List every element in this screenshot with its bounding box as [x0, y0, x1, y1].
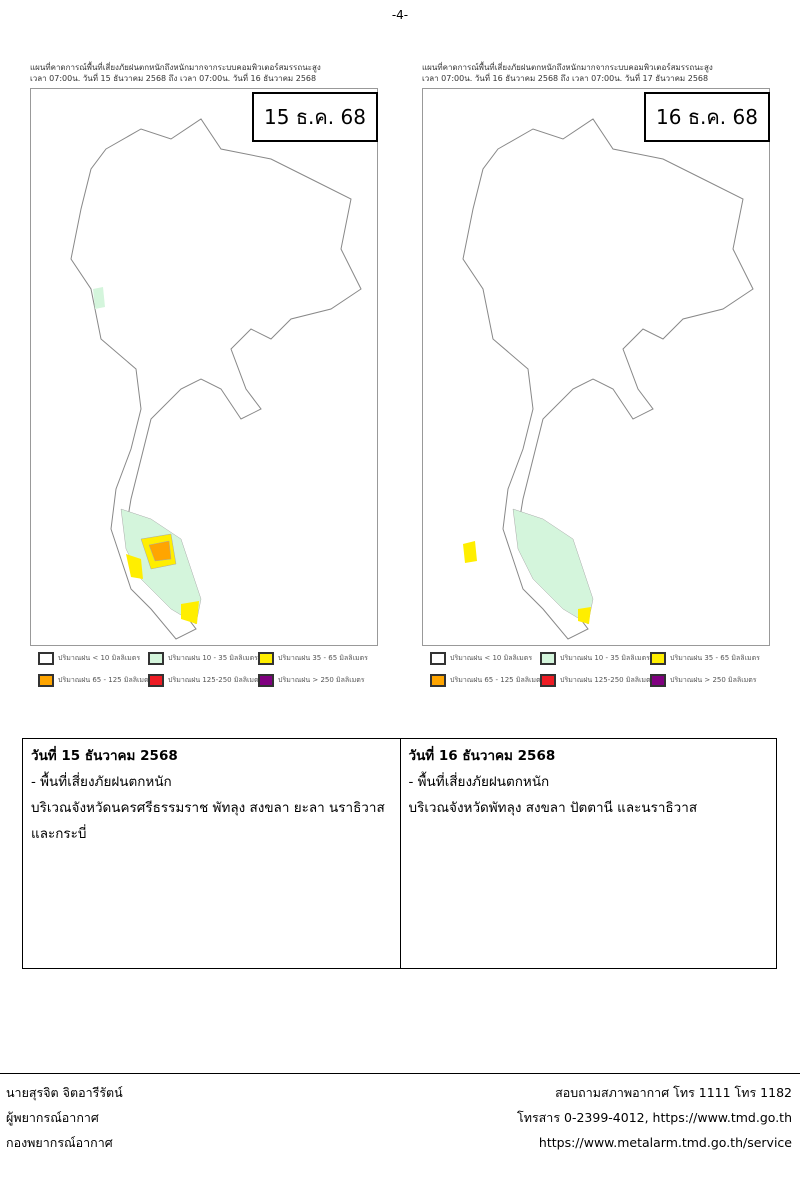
page-number: -4-: [391, 8, 409, 22]
legend-item: ปริมาณฝน 35 - 65 มิลลิเมตร: [650, 652, 760, 665]
legend-item: ปริมาณฝน < 10 มิลลิเมตร: [38, 652, 140, 665]
risk-item: - พื้นที่เสี่ยงภัยฝนตกหนัก: [31, 774, 172, 790]
legend-item: ปริมาณฝน 10 - 35 มิลลิเมตร: [148, 652, 258, 665]
map-frame: [422, 88, 770, 646]
map-period: เวลา 07:00น. วันที่ 15 ธันวาคม 2568 ถึง …: [30, 74, 317, 83]
map-title: แผนที่คาดการณ์พื้นที่เสี่ยงภัยฝนตกหนักถึ…: [422, 63, 713, 72]
map-period: เวลา 07:00น. วันที่ 16 ธันวาคม 2568 ถึง …: [422, 74, 709, 83]
legend-item: ปริมาณฝน 65 - 125 มิลลิเมตร: [430, 674, 544, 687]
legend-item: ปริมาณฝน 125-250 มิลลิเมตร: [540, 674, 654, 687]
legend-item: ปริมาณฝน > 250 มิลลิเมตร: [258, 674, 365, 687]
day1-summary: วันที่ 15 ธันวาคม 2568 - พื้นที่เสี่ยงภั…: [23, 739, 400, 968]
forecaster-name: นายสุรจิต จิตอารีรัตน์: [6, 1085, 123, 1100]
day2-summary: วันที่ 16 ธันวาคม 2568 - พื้นที่เสี่ยงภั…: [399, 739, 777, 968]
thailand-map: [70, 118, 362, 640]
legend-item: ปริมาณฝน 35 - 65 มิลลิเมตร: [258, 652, 368, 665]
legend-item: ปริมาณฝน 10 - 35 มิลลิเมตร: [540, 652, 650, 665]
risk-areas: บริเวณจังหวัดนครศรีธรรมราช พัทลุง สงขลา …: [31, 800, 385, 842]
forecast-map-day1: แผนที่คาดการณ์พื้นที่เสี่ยงภัยฝนตกหนักถึ…: [30, 62, 378, 692]
risk-item: - พื้นที่เสี่ยงภัยฝนตกหนัก: [408, 774, 550, 790]
map-date-label: 16 ธ.ค. 68: [644, 92, 770, 142]
contact-phone: สอบถามสภาพอากาศ โทร 1111 โทร 1182: [555, 1085, 792, 1100]
day-heading: วันที่ 16 ธันวาคม 2568: [408, 748, 556, 764]
day-heading: วันที่ 15 ธันวาคม 2568: [31, 748, 178, 764]
contact-fax-website[interactable]: โทรสาร 0-2399-4012, https://www.tmd.go.t…: [517, 1110, 792, 1125]
legend-item: ปริมาณฝน 125-250 มิลลิเมตร: [148, 674, 262, 687]
map-title: แผนที่คาดการณ์พื้นที่เสี่ยงภัยฝนตกหนักถึ…: [30, 63, 321, 72]
service-link[interactable]: https://www.metalarm.tmd.go.th/service: [538, 1135, 792, 1150]
map-frame: [30, 88, 378, 646]
division-name: กองพยากรณ์อากาศ: [6, 1135, 113, 1150]
legend-item: ปริมาณฝน < 10 มิลลิเมตร: [430, 652, 532, 665]
map-date-label: 15 ธ.ค. 68: [252, 92, 378, 142]
footer: นายสุรจิต จิตอารีรัตน์ ผู้พยากรณ์อากาศ ก…: [0, 1073, 800, 1150]
risk-summary-table: วันที่ 15 ธันวาคม 2568 - พื้นที่เสี่ยงภั…: [22, 738, 777, 969]
legend-item: ปริมาณฝน 65 - 125 มิลลิเมตร: [38, 674, 152, 687]
forecaster-title: ผู้พยากรณ์อากาศ: [6, 1110, 99, 1125]
thailand-map: [462, 118, 754, 640]
risk-areas: บริเวณจังหวัดพัทลุง สงขลา ปัตตานี และนรา…: [408, 800, 698, 816]
forecast-map-day2: แผนที่คาดการณ์พื้นที่เสี่ยงภัยฝนตกหนักถึ…: [422, 62, 770, 692]
legend-item: ปริมาณฝน > 250 มิลลิเมตร: [650, 674, 757, 687]
